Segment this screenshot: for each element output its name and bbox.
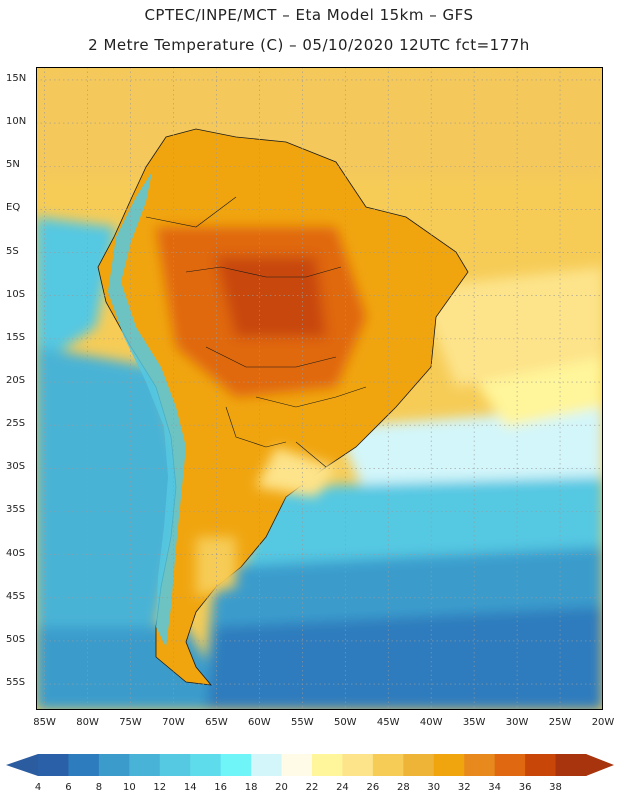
colorbar-tick-label: 36 <box>518 782 532 793</box>
lat-label: 25S <box>6 418 26 430</box>
lat-label: 40S <box>6 547 26 559</box>
lat-label: 35S <box>6 504 26 516</box>
colorbar-swatch <box>555 754 587 776</box>
field-pacific-north <box>36 217 116 367</box>
colorbar-swatch <box>68 754 100 776</box>
colorbar-tick-label: 16 <box>214 782 228 793</box>
lat-label: 45S <box>6 590 26 602</box>
colorbar-swatch <box>190 754 222 776</box>
andes-cool-band <box>108 172 186 647</box>
lon-label: 65W <box>205 717 228 728</box>
country-borders <box>145 196 367 468</box>
colorbar-swatch <box>464 754 496 776</box>
colorbar-swatch <box>220 754 252 776</box>
colorbar-tick-label: 20 <box>275 782 288 793</box>
field-atlantic-east <box>416 267 603 387</box>
lon-label: 50W <box>333 717 357 728</box>
colorbar-tick-label: 10 <box>122 782 136 793</box>
colorbar-tick-label: 24 <box>336 782 349 793</box>
colorbar-tick-label: 12 <box>153 782 167 793</box>
colorbar-tick-label: 14 <box>183 782 197 793</box>
graticule <box>36 67 603 710</box>
colorbar-swatch <box>403 754 435 776</box>
lon-label: 85W <box>33 717 56 728</box>
field-uruguay-cool <box>256 447 336 497</box>
lat-label: 5N <box>6 159 20 171</box>
colorbar-tick-label: 28 <box>396 782 410 793</box>
colorbar <box>6 754 614 776</box>
colorbar-tick-label: 6 <box>65 782 72 793</box>
lat-label: 50S <box>6 633 26 645</box>
map-canvas <box>36 67 603 710</box>
colorbar-swatch <box>38 754 69 776</box>
colorbar-tick-label: 4 <box>34 782 42 793</box>
lat-label: 10S <box>6 288 26 300</box>
field-pacific-mid <box>36 347 186 667</box>
map-title-line1: CPTEC/INPE/MCT – Eta Model 15km – GFS <box>144 6 474 24</box>
field-patagonia-north <box>196 537 236 597</box>
lon-label: 55W <box>291 717 314 728</box>
colorbar-swatch <box>98 754 130 776</box>
map-frame <box>36 67 603 710</box>
colorbar-tick-label: 26 <box>366 782 380 793</box>
colorbar-swatch <box>312 754 343 776</box>
field-atlantic-cool <box>336 407 603 497</box>
colorbar-tick-label: 30 <box>427 782 441 793</box>
lon-label: 25W <box>548 717 572 728</box>
colorbar-tick-label: 38 <box>549 782 562 793</box>
lat-label: 5S <box>6 245 19 257</box>
lon-label: 70W <box>162 717 185 728</box>
lat-label: 10N <box>6 116 27 128</box>
colorbar-tick-label: 8 <box>95 782 103 793</box>
colorbar-swatch <box>433 754 465 776</box>
lon-label: 20W <box>591 717 615 728</box>
colorbar-tick-label: 32 <box>457 782 471 793</box>
lon-label: 35W <box>462 717 486 728</box>
lon-label: 45W <box>376 717 400 728</box>
lat-label: 30S <box>6 461 26 473</box>
field-atlantic-far-south <box>206 607 603 710</box>
colorbar-swatch <box>494 754 526 776</box>
lon-label: 60W <box>248 717 271 728</box>
lon-label: 80W <box>76 717 99 728</box>
colorbar-swatch <box>159 754 191 776</box>
lat-label: 55S <box>6 677 26 689</box>
colorbar-tick-label: 34 <box>488 782 502 793</box>
lat-label: 20S <box>6 375 26 387</box>
map-title-line2: 2 Metre Temperature (C) – 05/10/2020 12U… <box>88 36 530 54</box>
temperature-map <box>36 67 603 710</box>
colorbar-swatch <box>129 754 161 776</box>
lat-label: EQ <box>6 202 21 214</box>
colorbar-high-arrow <box>586 754 614 776</box>
lat-label: 15N <box>6 72 27 84</box>
colorbar-swatch <box>342 754 374 776</box>
colorbar-swatch <box>525 754 557 776</box>
lon-label: 75W <box>119 717 142 728</box>
lat-label: 15S <box>6 331 26 343</box>
colorbar-tick-label: 18 <box>244 782 258 793</box>
lon-label: 30W <box>505 717 529 728</box>
colorbar-swatch <box>372 754 404 776</box>
lon-label: 40W <box>419 717 443 728</box>
colorbar-swatch <box>281 754 313 776</box>
colorbar-low-arrow <box>6 754 38 776</box>
colorbar-swatch <box>251 754 283 776</box>
colorbar-tick-label: 22 <box>305 782 319 793</box>
